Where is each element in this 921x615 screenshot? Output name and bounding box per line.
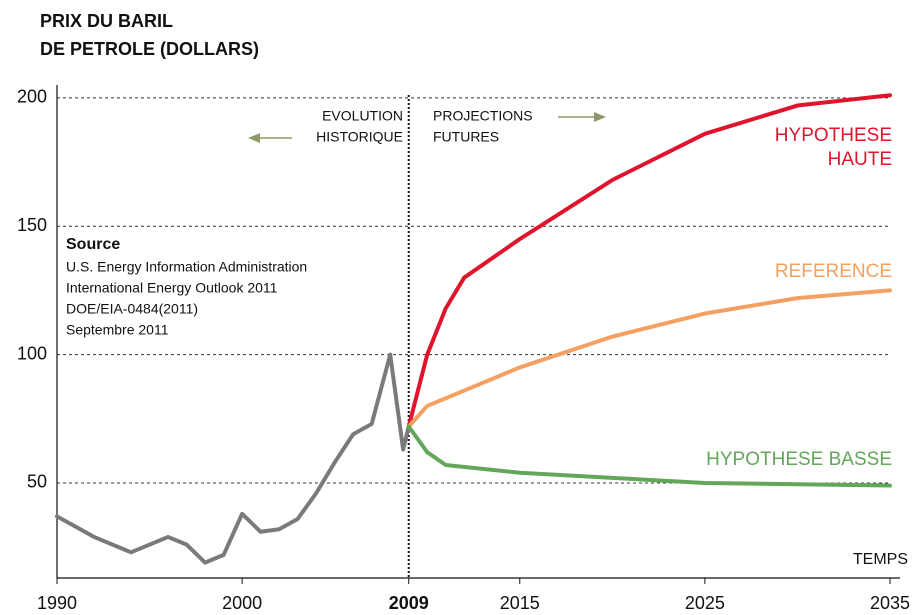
- x-tick-label: 2035: [870, 593, 910, 613]
- source-line: International Energy Outlook 2011: [66, 280, 278, 296]
- series-label: HYPOTHESE BASSE: [706, 449, 892, 470]
- series-line: [55, 352, 411, 565]
- series-label: REFERENCE: [774, 261, 892, 282]
- series-line: [406, 288, 892, 429]
- note: FUTURES: [433, 129, 499, 145]
- x-tick-label: 2015: [500, 593, 540, 613]
- x-axis-label: TEMPS: [853, 551, 908, 568]
- source-title: Source: [66, 236, 120, 253]
- note: EVOLUTION: [322, 108, 403, 124]
- title-line: PRIX DU BARIL: [40, 11, 173, 31]
- x-tick-label: 1990: [37, 593, 77, 613]
- series-label: HYPOTHESE HAUTE: [774, 125, 892, 170]
- source-line: Septembre 2011: [66, 322, 169, 338]
- source-line: U.S. Energy Information Administration: [66, 259, 307, 275]
- source-line: DOE/EIA-0484(2011): [66, 301, 198, 317]
- x-tick-label: 2000: [222, 593, 262, 613]
- note: HISTORIQUE: [316, 129, 403, 145]
- y-tick-label: 200: [17, 87, 47, 107]
- series-line: [406, 93, 892, 429]
- title-line: DE PETROLE (DOLLARS): [40, 39, 259, 59]
- series-line: [406, 424, 892, 488]
- note: PROJECTIONS: [433, 108, 533, 124]
- x-tick-label: 2025: [685, 593, 725, 613]
- arrows: [248, 112, 606, 143]
- y-tick-label: 150: [17, 215, 47, 235]
- y-tick-label: 100: [17, 343, 47, 363]
- x-tick-label: 2009: [389, 593, 429, 613]
- y-tick-label: 50: [27, 472, 47, 492]
